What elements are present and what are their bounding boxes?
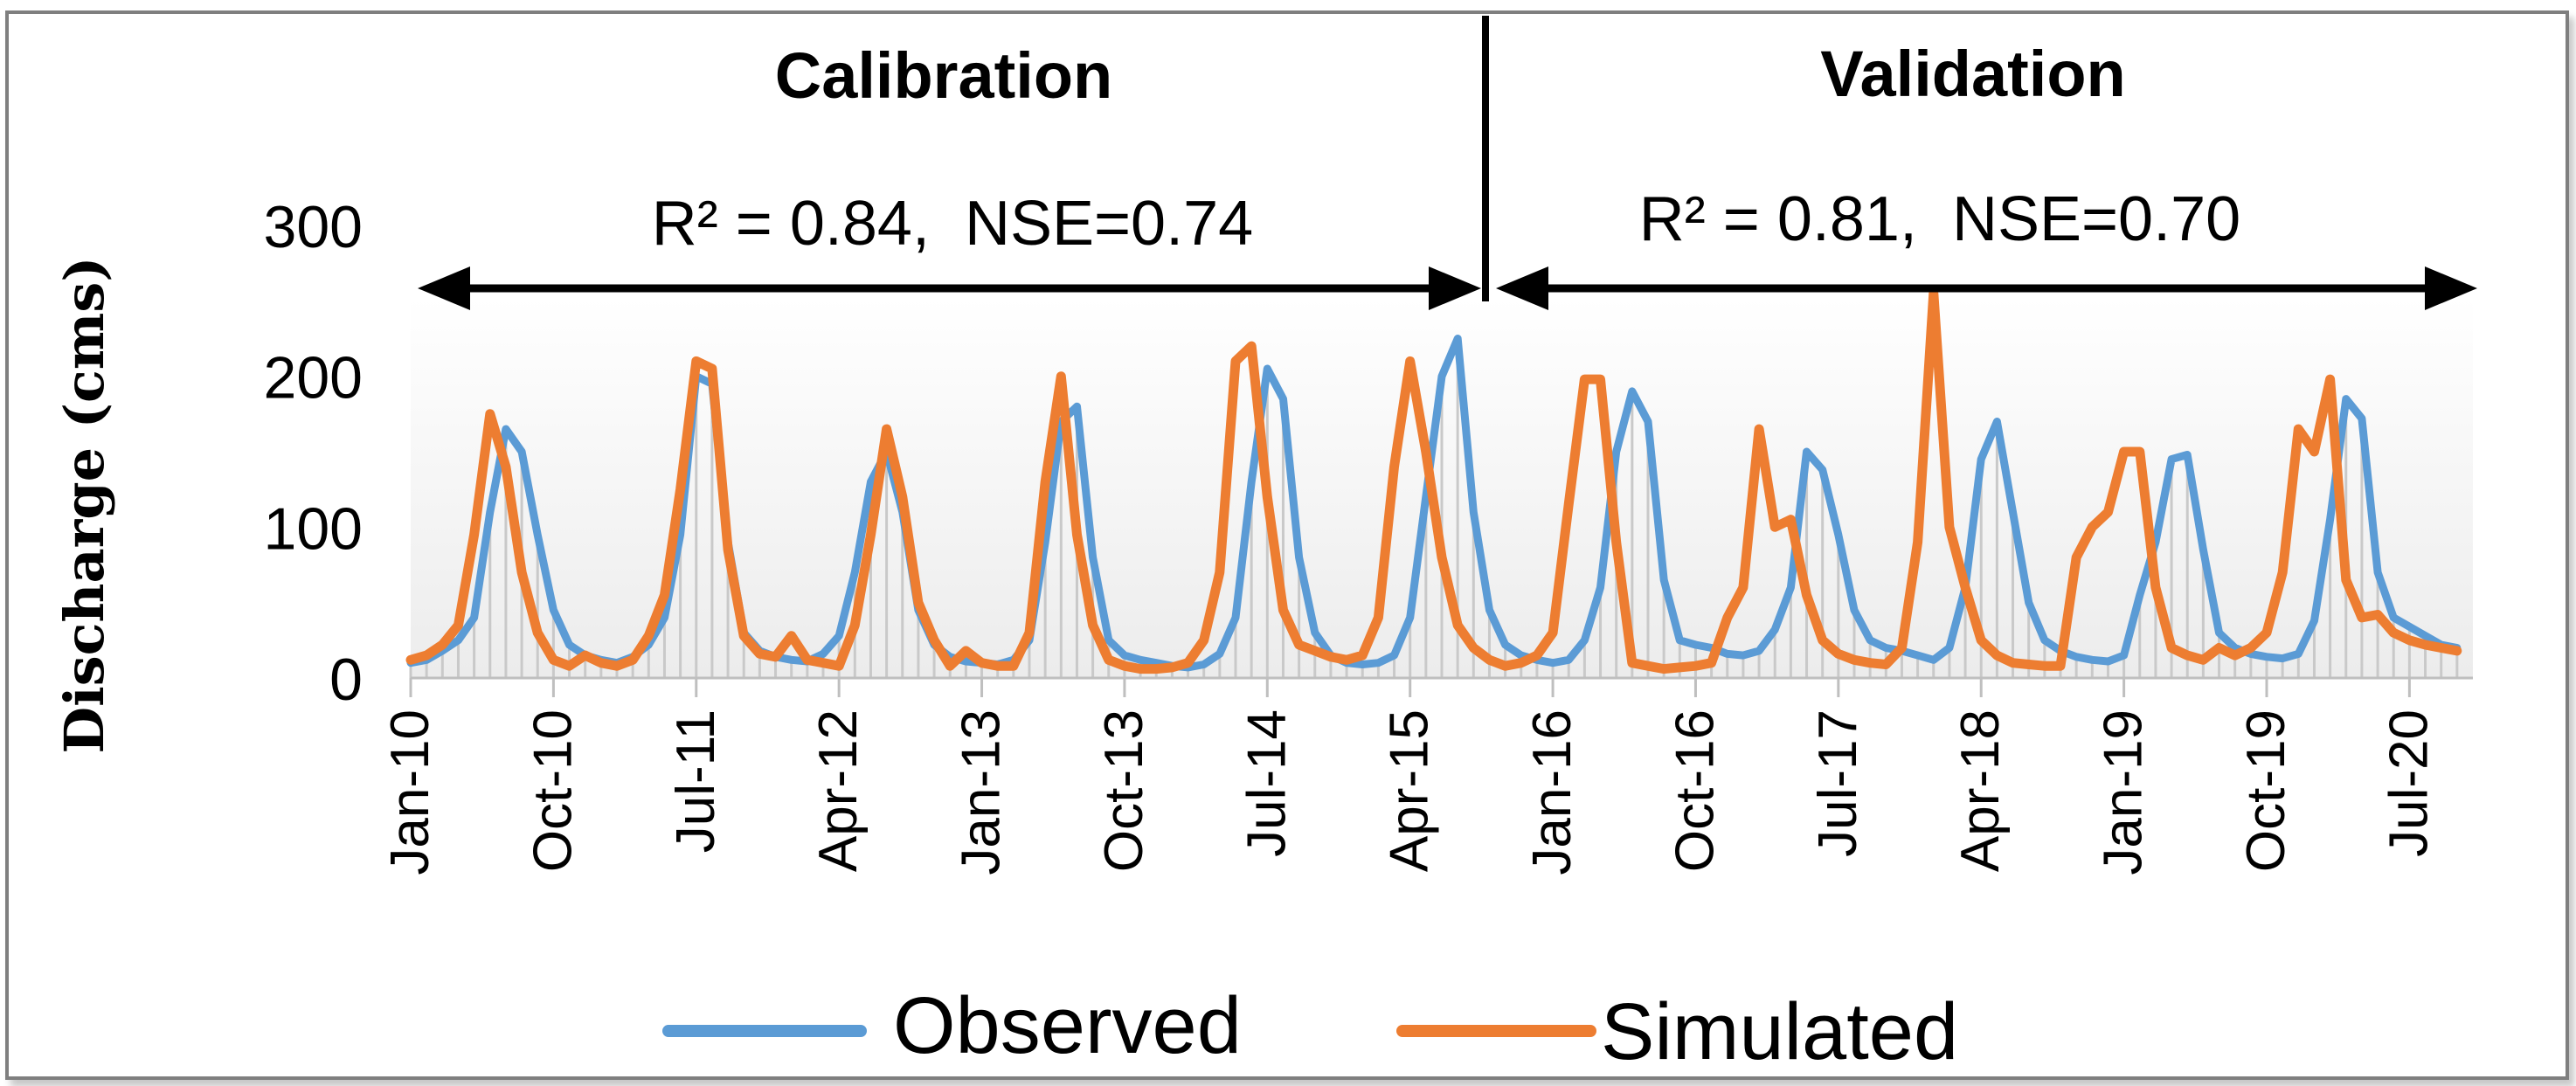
x-tick-label: Jul-20 <box>2379 709 2439 857</box>
x-tick-label: Apr-15 <box>1380 709 1440 872</box>
y-axis-ticks: 0 100 200 300 <box>264 194 363 713</box>
y-tick-label: 100 <box>264 495 363 562</box>
validation-span-arrow <box>1496 266 2477 310</box>
legend-label-observed: Observed <box>893 981 1242 1070</box>
y-tick-label: 300 <box>264 194 363 260</box>
x-tick-label: Jan-19 <box>2094 709 2154 875</box>
x-tick-label: Jan-10 <box>380 709 440 875</box>
y-axis-title: Discharge (cms) <box>52 256 116 753</box>
y-tick-label: 200 <box>264 345 363 412</box>
calibration-label: Calibration <box>775 39 1112 112</box>
legend-item-simulated: Simulated <box>1396 987 1958 1076</box>
validation-stats: R² = 0.81, NSE=0.70 <box>1639 184 2240 254</box>
x-tick-label: Jul-14 <box>1236 709 1297 857</box>
series-lines <box>405 288 2462 674</box>
x-tick-label: Apr-12 <box>808 709 869 872</box>
x-tick-label: Jan-16 <box>1522 709 1582 875</box>
x-tick-label: Oct-13 <box>1094 709 1154 872</box>
x-tick-label: Jul-17 <box>1808 709 1868 857</box>
series-line-simulated <box>405 288 2462 674</box>
y-tick-label: 0 <box>329 647 363 713</box>
x-tick-label: Oct-19 <box>2236 709 2296 872</box>
x-tick-label: Oct-10 <box>523 709 583 872</box>
x-tick-label: Oct-16 <box>1665 709 1725 872</box>
legend-label-simulated: Simulated <box>1601 987 1958 1076</box>
x-tick-label: Apr-18 <box>1950 709 2011 872</box>
legend-item-observed: Observed <box>662 981 1242 1070</box>
x-tick-label: Jan-13 <box>952 709 1012 875</box>
x-axis-ticks: Jan-10 Oct-10 Jul-11 Apr-12 Jan-13 Oct-13 Jul-… <box>380 678 2439 875</box>
calibration-stats: R² = 0.84, NSE=0.74 <box>652 189 1253 259</box>
calibration-span-arrow <box>418 266 1481 310</box>
validation-label: Validation <box>1820 38 2126 110</box>
x-tick-label: Jul-11 <box>666 709 726 853</box>
legend: Observed Simulated <box>662 981 1958 1076</box>
